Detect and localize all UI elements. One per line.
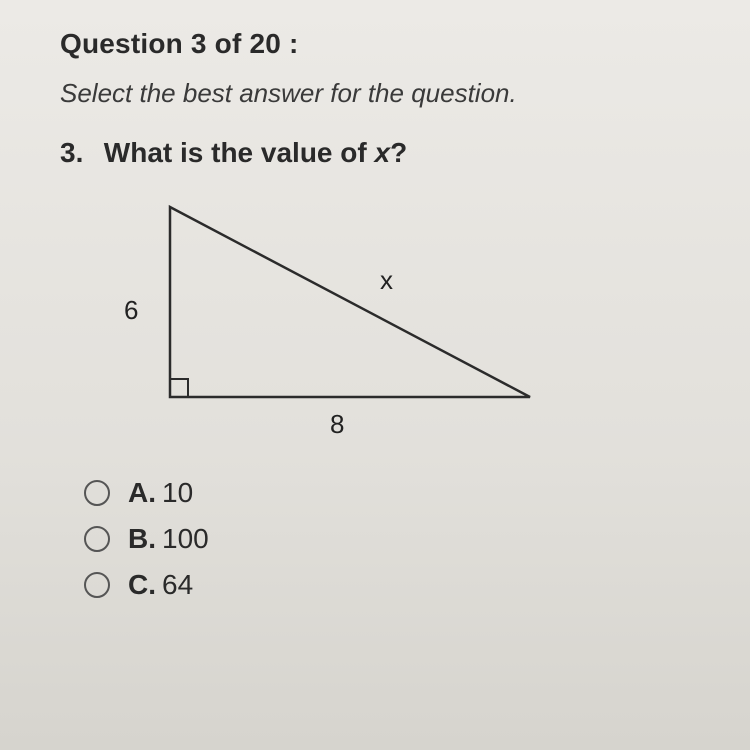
question-text-suffix: ? xyxy=(390,137,407,168)
label-horizontal-leg: 8 xyxy=(330,409,344,440)
answer-options: A. 10 B. 100 C. 64 xyxy=(84,477,710,601)
worksheet-page: Question 3 of 20 : Select the best answe… xyxy=(0,0,750,750)
right-angle-icon xyxy=(170,379,188,397)
radio-icon[interactable] xyxy=(84,526,110,552)
option-value: 64 xyxy=(162,569,193,601)
question-text-prefix: What is the value of xyxy=(104,137,375,168)
option-a[interactable]: A. 10 xyxy=(84,477,710,509)
radio-icon[interactable] xyxy=(84,480,110,506)
question-prompt: 3. What is the value of x? xyxy=(60,137,710,169)
radio-icon[interactable] xyxy=(84,572,110,598)
option-letter: B. xyxy=(128,523,156,555)
option-letter: C. xyxy=(128,569,156,601)
option-b[interactable]: B. 100 xyxy=(84,523,710,555)
question-header: Question 3 of 20 : xyxy=(60,28,710,60)
label-vertical-leg: 6 xyxy=(124,295,138,326)
option-value: 10 xyxy=(162,477,193,509)
triangle-figure: 6 x 8 xyxy=(130,197,550,447)
option-c[interactable]: C. 64 xyxy=(84,569,710,601)
question-variable: x xyxy=(374,137,390,168)
instruction-text: Select the best answer for the question. xyxy=(60,78,710,109)
label-hypotenuse: x xyxy=(380,265,393,296)
triangle-shape xyxy=(170,207,530,397)
question-number: 3. xyxy=(60,137,96,169)
option-value: 100 xyxy=(162,523,209,555)
option-letter: A. xyxy=(128,477,156,509)
